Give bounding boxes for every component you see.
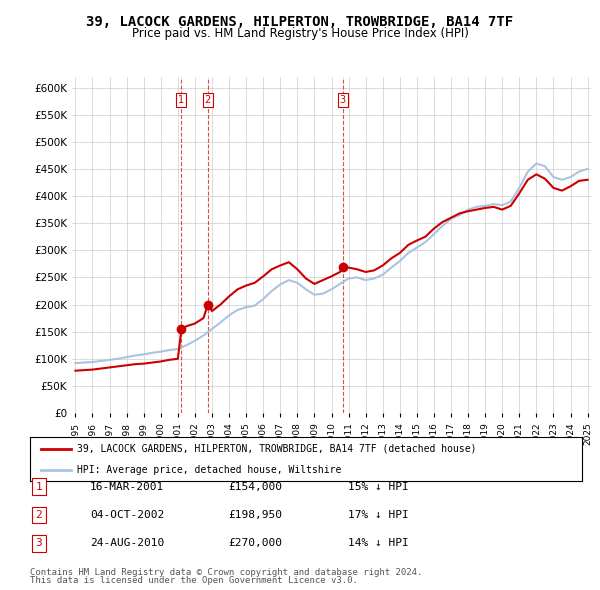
Text: This data is licensed under the Open Government Licence v3.0.: This data is licensed under the Open Gov… [30,576,358,585]
Text: 17% ↓ HPI: 17% ↓ HPI [348,510,409,520]
Text: 39, LACOCK GARDENS, HILPERTON, TROWBRIDGE, BA14 7TF: 39, LACOCK GARDENS, HILPERTON, TROWBRIDG… [86,15,514,29]
Text: HPI: Average price, detached house, Wiltshire: HPI: Average price, detached house, Wilt… [77,465,341,475]
Text: 3: 3 [35,539,43,548]
Text: 39, LACOCK GARDENS, HILPERTON, TROWBRIDGE, BA14 7TF (detached house): 39, LACOCK GARDENS, HILPERTON, TROWBRIDG… [77,444,476,454]
Text: £270,000: £270,000 [228,539,282,548]
Text: Price paid vs. HM Land Registry's House Price Index (HPI): Price paid vs. HM Land Registry's House … [131,27,469,40]
Text: 24-AUG-2010: 24-AUG-2010 [90,539,164,548]
Text: 2: 2 [35,510,43,520]
Text: £198,950: £198,950 [228,510,282,520]
Text: Contains HM Land Registry data © Crown copyright and database right 2024.: Contains HM Land Registry data © Crown c… [30,568,422,577]
Text: 16-MAR-2001: 16-MAR-2001 [90,482,164,491]
Text: 1: 1 [35,482,43,491]
Text: 3: 3 [340,95,346,105]
Text: 04-OCT-2002: 04-OCT-2002 [90,510,164,520]
Text: 15% ↓ HPI: 15% ↓ HPI [348,482,409,491]
Text: 1: 1 [178,95,184,105]
Text: 14% ↓ HPI: 14% ↓ HPI [348,539,409,548]
Text: 2: 2 [205,95,211,105]
Text: £154,000: £154,000 [228,482,282,491]
